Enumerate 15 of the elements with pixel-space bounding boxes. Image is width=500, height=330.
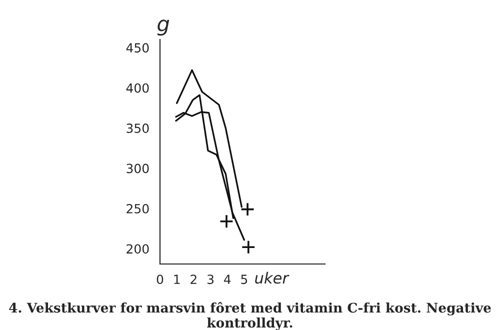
x-axis-title: uker bbox=[255, 272, 290, 284]
x-tick-label: 5 bbox=[241, 274, 248, 284]
y-tick-label: 300 bbox=[126, 164, 149, 174]
y-tick-label: 350 bbox=[126, 124, 149, 133]
y-axis-title: g bbox=[157, 20, 170, 36]
y-tick-label: 250 bbox=[126, 204, 149, 214]
x-tick-label: 4 bbox=[224, 274, 231, 284]
y-tick-label: 400 bbox=[126, 83, 149, 93]
x-tick-label: 0 bbox=[156, 274, 164, 284]
x-tick-label: 1 bbox=[174, 274, 180, 284]
y-tick-label: 450 bbox=[126, 43, 149, 53]
y-tick-label: 200 bbox=[126, 244, 149, 254]
x-tick-label: 3 bbox=[207, 274, 214, 284]
text: 4. Vekstkurver for marsvin fôret med vitamin C-fri kost. Negative kontrolldyr. bbox=[9, 302, 491, 330]
x-tick-label: 2 bbox=[190, 274, 196, 284]
